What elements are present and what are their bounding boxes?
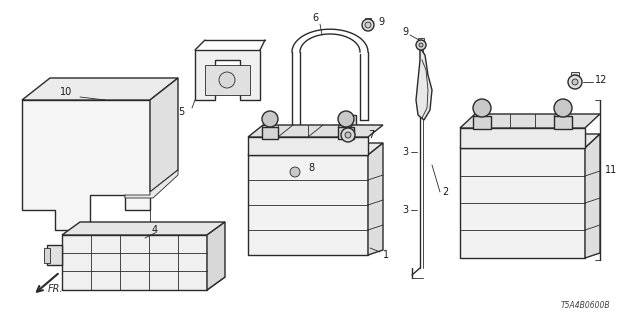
Circle shape bbox=[568, 75, 582, 89]
Polygon shape bbox=[585, 134, 600, 258]
Bar bbox=[460, 128, 585, 148]
Circle shape bbox=[341, 128, 355, 142]
Bar bbox=[205, 65, 250, 95]
Circle shape bbox=[338, 111, 354, 127]
Text: 3: 3 bbox=[402, 147, 408, 157]
Text: 2: 2 bbox=[442, 187, 448, 197]
Circle shape bbox=[345, 132, 351, 138]
Polygon shape bbox=[22, 78, 178, 100]
Bar bbox=[262, 127, 278, 139]
Bar bbox=[333, 125, 363, 145]
Polygon shape bbox=[416, 48, 432, 120]
Bar bbox=[460, 148, 585, 258]
Text: 12: 12 bbox=[595, 75, 607, 85]
Polygon shape bbox=[460, 114, 600, 128]
Polygon shape bbox=[62, 277, 225, 290]
Text: T5A4B0600B: T5A4B0600B bbox=[561, 301, 610, 310]
Circle shape bbox=[262, 111, 278, 127]
Circle shape bbox=[290, 167, 300, 177]
Bar bbox=[554, 116, 572, 129]
Bar bbox=[418, 38, 424, 45]
Circle shape bbox=[419, 43, 423, 47]
Text: 6: 6 bbox=[312, 13, 318, 23]
Bar bbox=[248, 155, 368, 255]
Text: 9: 9 bbox=[402, 27, 408, 37]
Circle shape bbox=[362, 19, 374, 31]
Text: 10: 10 bbox=[60, 87, 72, 97]
Polygon shape bbox=[460, 134, 600, 148]
Circle shape bbox=[473, 99, 491, 117]
Bar bbox=[365, 18, 371, 25]
Bar bbox=[571, 72, 579, 82]
Polygon shape bbox=[248, 143, 383, 155]
Text: 5: 5 bbox=[178, 107, 184, 117]
Polygon shape bbox=[47, 245, 62, 265]
Text: 4: 4 bbox=[152, 225, 158, 235]
Polygon shape bbox=[62, 222, 225, 235]
Bar bbox=[338, 127, 354, 139]
Circle shape bbox=[416, 40, 426, 50]
Text: FR.: FR. bbox=[47, 284, 63, 294]
Circle shape bbox=[219, 72, 235, 88]
Bar bbox=[62, 235, 207, 290]
Circle shape bbox=[554, 99, 572, 117]
Bar bbox=[248, 137, 368, 155]
Text: 9: 9 bbox=[378, 17, 384, 27]
Polygon shape bbox=[195, 50, 260, 100]
Text: 11: 11 bbox=[605, 165, 617, 175]
Polygon shape bbox=[150, 78, 178, 192]
Text: 8: 8 bbox=[308, 163, 314, 173]
Polygon shape bbox=[207, 222, 225, 290]
Bar bbox=[473, 116, 491, 129]
Polygon shape bbox=[125, 170, 178, 198]
Bar bbox=[340, 115, 356, 127]
Circle shape bbox=[365, 22, 371, 28]
Polygon shape bbox=[368, 143, 383, 255]
Text: 1: 1 bbox=[383, 250, 389, 260]
Bar bbox=[44, 248, 50, 263]
Text: 3: 3 bbox=[402, 205, 408, 215]
Bar bbox=[287, 167, 303, 177]
Circle shape bbox=[572, 79, 578, 85]
Polygon shape bbox=[248, 125, 383, 137]
Text: 7: 7 bbox=[368, 130, 374, 140]
Polygon shape bbox=[22, 100, 150, 230]
